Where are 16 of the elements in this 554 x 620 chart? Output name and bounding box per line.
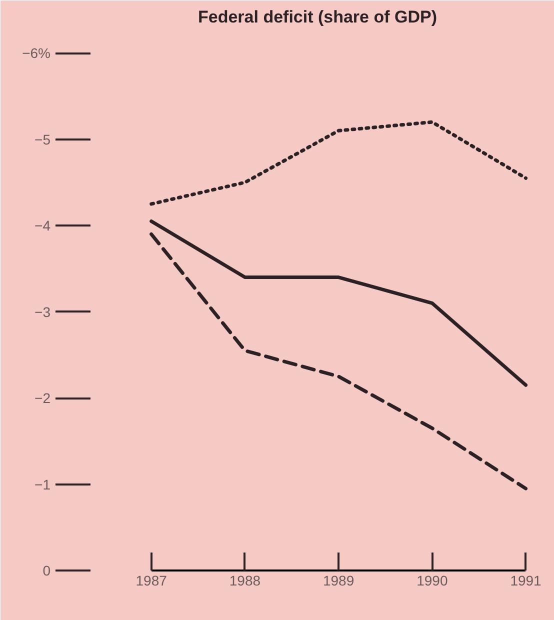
y-tick-label: −4: [34, 218, 51, 234]
x-tick-label: 1988: [229, 572, 261, 588]
y-tick-label: −5: [34, 131, 51, 148]
y-tick-label: −1: [34, 476, 51, 492]
line-series: [150, 120, 528, 206]
y-tick-label: −2: [34, 390, 51, 406]
x-tick-label: 1990: [416, 572, 448, 588]
x-tick-label: 1987: [136, 572, 168, 588]
y-tick-label: 0: [42, 562, 51, 578]
x-tick-label: 1989: [322, 572, 354, 588]
y-tick-label: −3: [34, 304, 51, 320]
x-tick-label: 1991: [510, 572, 542, 588]
chart-title: Federal deficit (share of GDP): [198, 8, 437, 26]
line-series: [150, 219, 528, 387]
line-series: [150, 232, 528, 490]
y-tick-label: −6%: [22, 45, 51, 62]
